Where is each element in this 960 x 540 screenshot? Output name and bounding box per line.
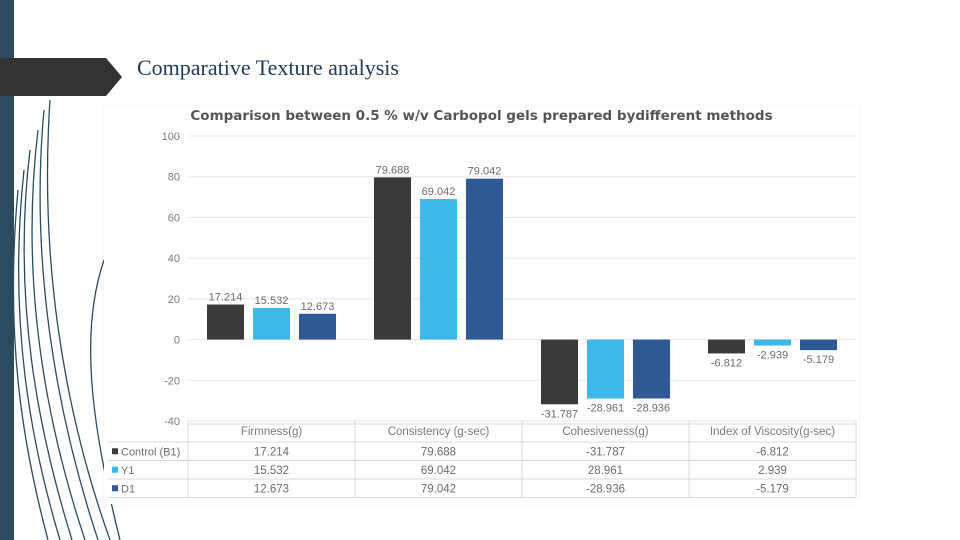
table-cell: -31.787 — [586, 446, 625, 458]
table-cell: 15.532 — [254, 465, 289, 477]
bar — [708, 339, 745, 354]
bar — [420, 199, 457, 340]
bar — [754, 339, 791, 346]
bar — [253, 307, 290, 340]
table-cell: 79.042 — [421, 483, 456, 495]
title-tab-arrow — [0, 58, 122, 96]
y-tick-label: -40 — [164, 416, 180, 428]
y-tick-label: 100 — [162, 131, 180, 143]
y-axis: 100 80 60 40 20 0 -20 -40 — [162, 131, 180, 428]
y-tick-label: 80 — [168, 172, 180, 184]
legend-swatch — [112, 448, 118, 455]
table-cell: 12.673 — [254, 483, 289, 495]
legend-series-label: Control (B1) — [121, 446, 180, 458]
data-label: -28.936 — [633, 402, 670, 414]
slide-title: Comparative Texture analysis — [137, 55, 399, 80]
table-cell: 17.214 — [254, 446, 290, 458]
left-accent-bar — [0, 0, 14, 540]
table-column-header: Index of Viscosity(g-sec) — [710, 426, 835, 438]
table-cell: 69.042 — [421, 465, 456, 477]
table-column-header: Firmness(g) — [241, 426, 303, 438]
data-label: -2.939 — [757, 350, 788, 362]
bar — [466, 178, 503, 340]
bars-layer — [207, 177, 837, 405]
data-label: 69.042 — [422, 186, 456, 198]
data-table: Firmness(g) Consistency (g-sec) Cohesivene… — [108, 423, 856, 498]
data-label: -6.812 — [711, 357, 742, 369]
y-tick-label: 40 — [168, 253, 180, 265]
data-label: 79.688 — [376, 164, 410, 176]
bar — [299, 313, 336, 340]
data-labels-layer: 17.214 79.688 -31.787 -6.812 15.532 69.042 -28… — [209, 164, 834, 420]
legend-series-label: Y1 — [121, 465, 134, 477]
bar — [800, 339, 837, 351]
table-cell: 2.939 — [758, 465, 787, 477]
data-label: 79.042 — [468, 166, 502, 178]
data-label: 12.673 — [301, 301, 335, 313]
data-label: -28.961 — [587, 403, 624, 415]
table-cell: -28.936 — [586, 483, 625, 495]
table-cell: -6.812 — [756, 446, 789, 458]
bar — [541, 339, 578, 405]
y-tick-label: -20 — [164, 375, 180, 387]
table-column-header: Cohesiveness(g) — [562, 426, 648, 438]
table-cell: 28.961 — [588, 465, 623, 477]
legend-series-label: D1 — [121, 483, 135, 495]
bar — [374, 177, 411, 340]
table-cell: -5.179 — [756, 483, 789, 495]
data-label: -5.179 — [803, 354, 834, 366]
y-tick-label: 20 — [168, 294, 180, 306]
y-tick-label: 60 — [168, 212, 180, 224]
data-label: -31.787 — [541, 408, 578, 420]
bar — [587, 339, 624, 399]
table-cell: 79.688 — [421, 446, 456, 458]
chart-panel: 100 80 60 40 20 0 -20 -40 17.214 79.688 -31.787 -6… — [104, 106, 859, 504]
chart-title: Comparison between 0.5 % w/v Carbopol ge… — [190, 108, 773, 124]
bar — [633, 339, 670, 399]
table-column-header: Consistency (g-sec) — [388, 426, 490, 438]
legend-swatch — [112, 485, 118, 492]
legend-swatch — [112, 466, 118, 473]
y-tick-label: 0 — [174, 335, 180, 347]
data-label: 15.532 — [255, 295, 289, 307]
data-label: 17.214 — [209, 292, 243, 304]
bar-chart: 100 80 60 40 20 0 -20 -40 17.214 79.688 -31.787 -6… — [108, 131, 857, 498]
bar — [207, 304, 244, 340]
